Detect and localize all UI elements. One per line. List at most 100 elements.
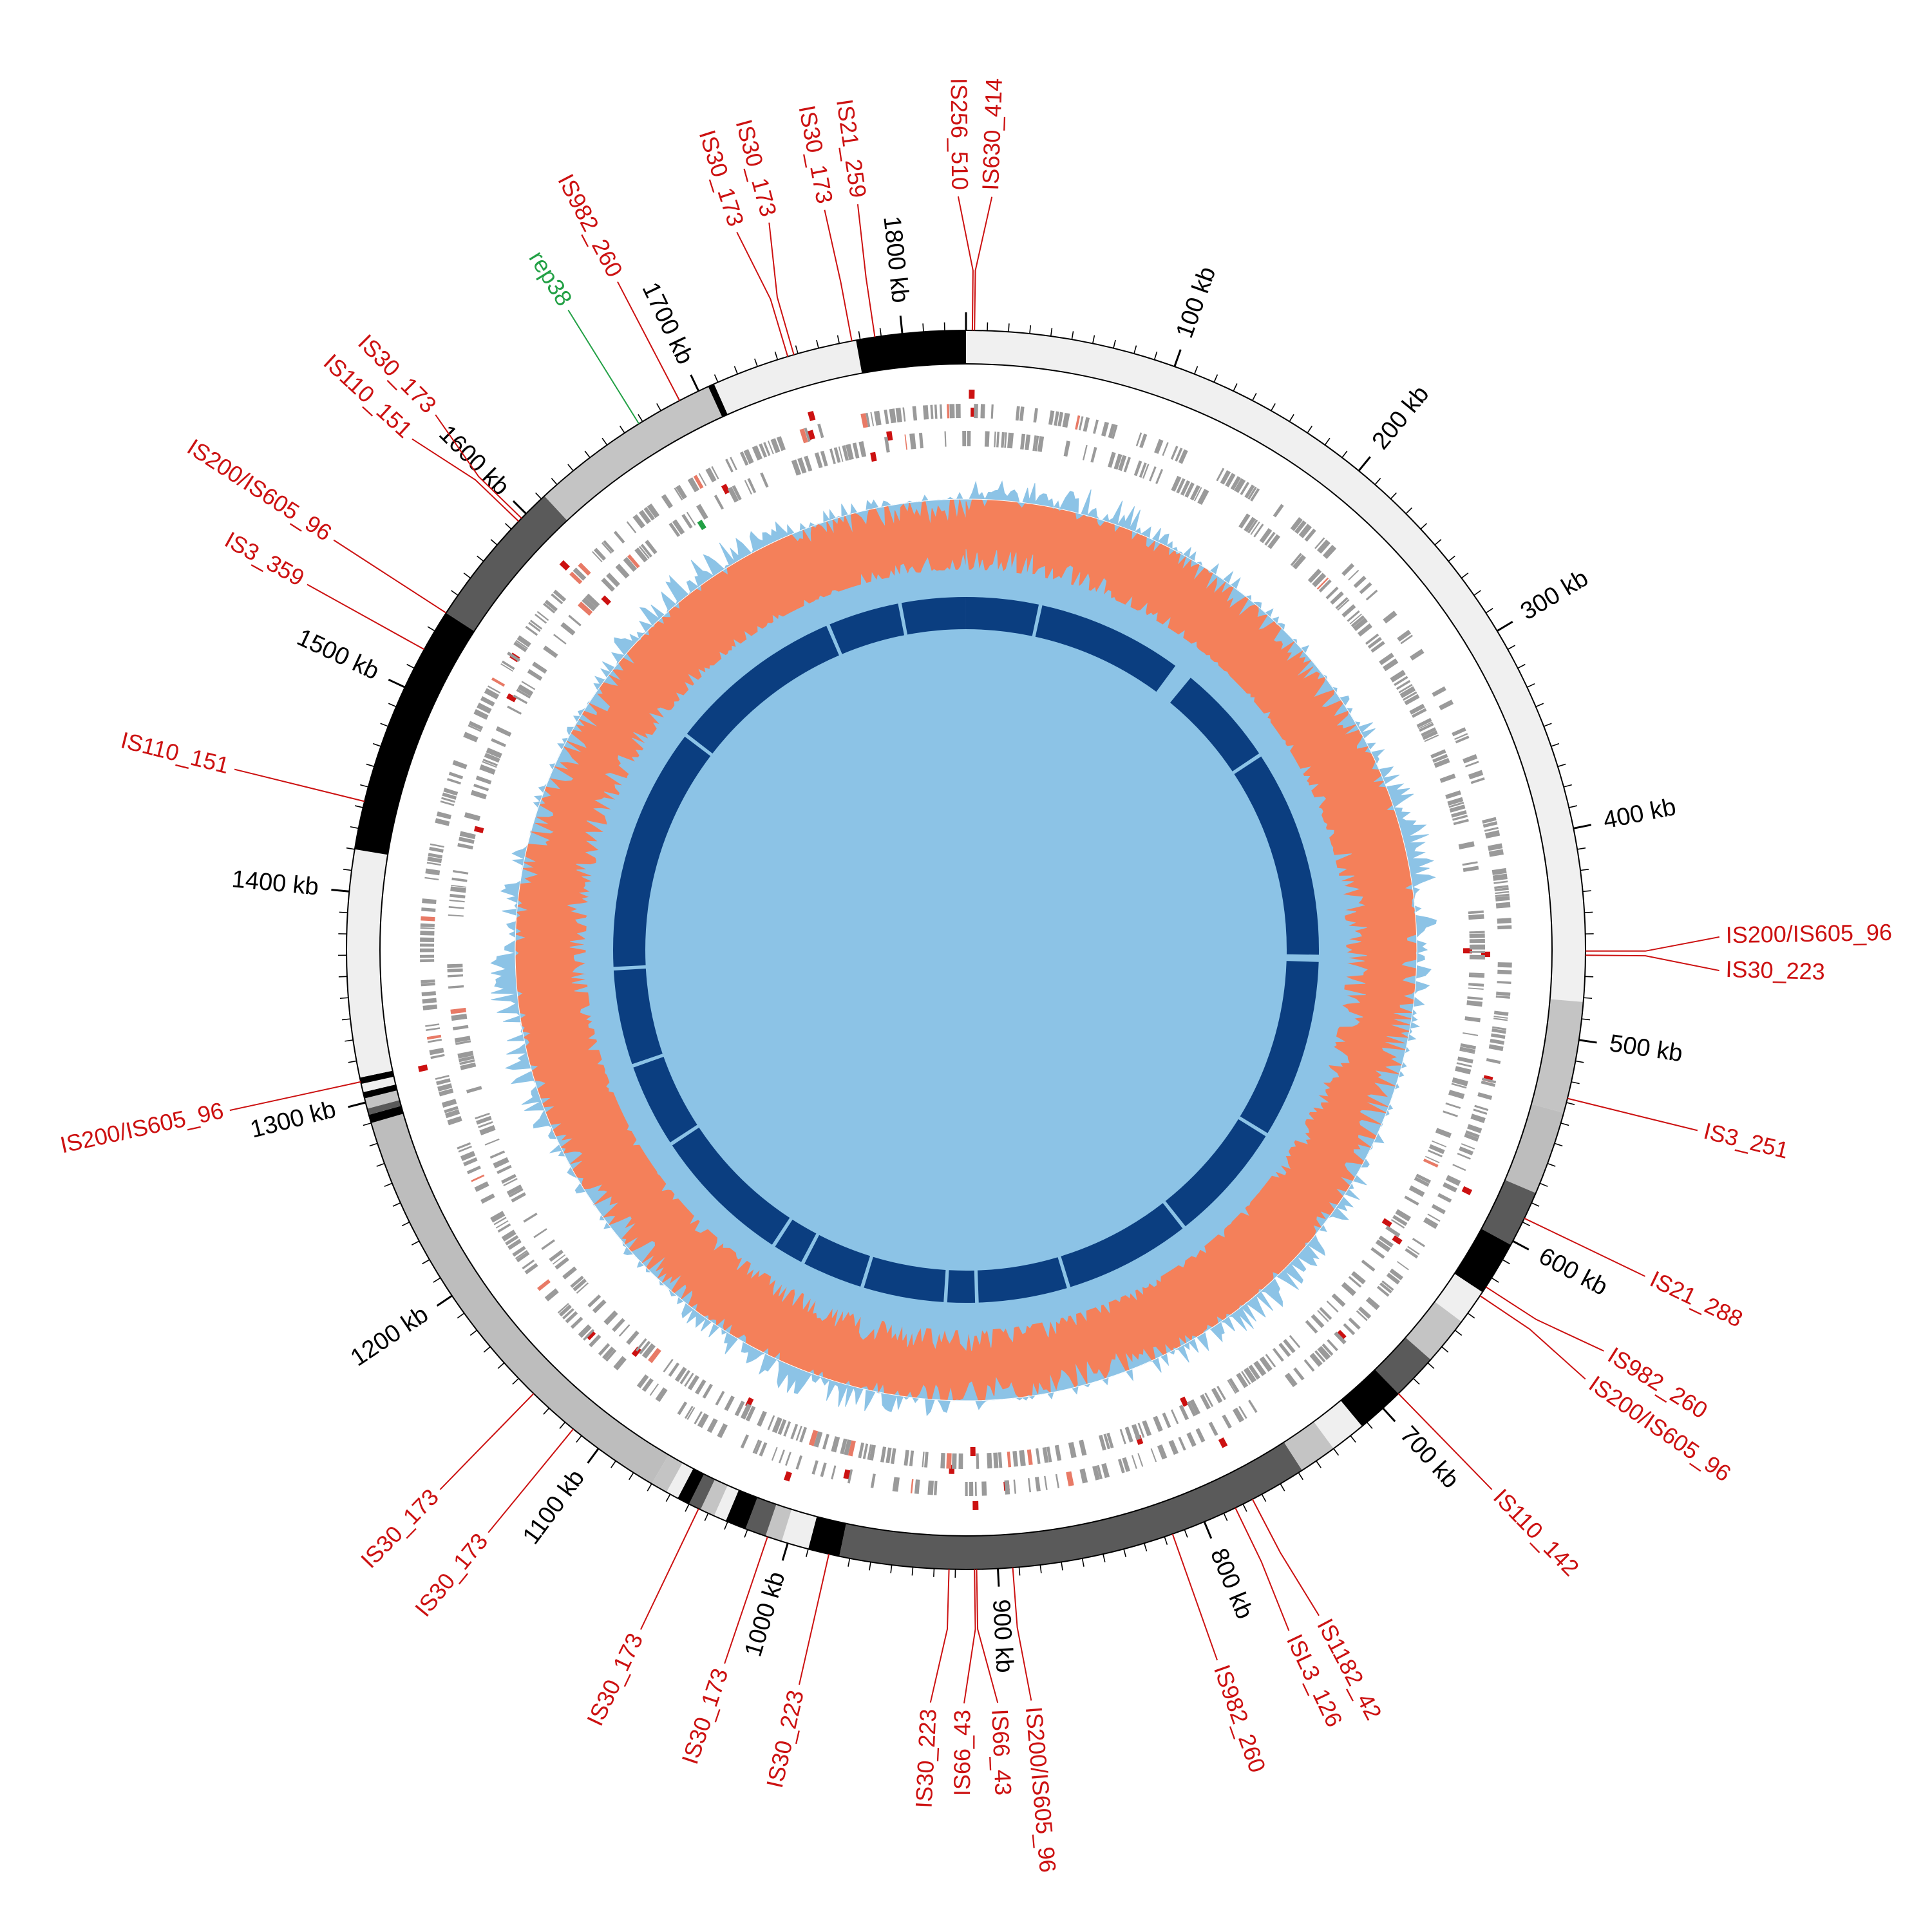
contig-segment (1504, 1104, 1564, 1193)
contig-segment (745, 1497, 777, 1537)
gene-feature (508, 1188, 524, 1198)
gene-feature (578, 1324, 592, 1338)
gene-feature (655, 1387, 668, 1402)
gene-feature (1309, 1352, 1323, 1367)
is-leader-line (857, 204, 876, 337)
gene-feature (592, 551, 603, 563)
gene-feature (1348, 1317, 1361, 1330)
gene-feature (1222, 1414, 1232, 1429)
gene-feature (866, 412, 871, 428)
gene-feature (1290, 516, 1303, 531)
minor-tick (376, 1162, 385, 1167)
is-leader-line (1171, 1533, 1218, 1661)
gene-feature (1278, 1342, 1291, 1358)
gene-feature (1325, 586, 1339, 600)
minor-tick (584, 450, 591, 459)
gene-feature (1259, 527, 1273, 544)
gene-feature (441, 797, 456, 803)
gene-feature (495, 726, 512, 737)
gene-feature (516, 1251, 530, 1263)
gene-feature (1253, 1360, 1267, 1376)
gene-feature (1341, 604, 1356, 618)
gene-feature (891, 1448, 896, 1464)
synteny-block (633, 1057, 697, 1142)
gene-feature (1484, 826, 1499, 832)
minor-tick (1584, 911, 1593, 914)
scale-label: 1000 kb (740, 1569, 791, 1660)
gene-feature (1422, 730, 1438, 741)
minor-tick (1566, 1102, 1575, 1105)
minor-tick (543, 1408, 550, 1415)
gene-feature (537, 1279, 551, 1291)
gene-feature (1389, 1268, 1404, 1281)
gene-feature (1452, 1164, 1466, 1171)
gene-feature (1311, 1314, 1325, 1329)
gene-feature (1410, 649, 1425, 661)
gene-feature (1418, 721, 1433, 730)
gene-feature (918, 432, 923, 449)
gene-feature (1412, 1238, 1425, 1247)
gene-feature (930, 404, 934, 419)
minor-tick (647, 1483, 652, 1492)
gene-feature (981, 1481, 987, 1496)
gene-feature (799, 428, 808, 444)
gene-feature (636, 1374, 649, 1388)
gene-feature (426, 862, 441, 866)
gene-feature (1463, 753, 1478, 764)
gene-feature (1496, 991, 1511, 996)
gene-feature (965, 1482, 968, 1497)
gene-feature (497, 1164, 512, 1175)
is-leader-line (1585, 954, 1719, 972)
gene-feature (1469, 954, 1485, 960)
gene-feature (1468, 770, 1484, 780)
gene-feature (562, 1266, 577, 1280)
synteny-block (864, 1256, 946, 1302)
gene-feature (1466, 1000, 1482, 1007)
gene-feature (695, 1379, 706, 1395)
major-tick (1496, 621, 1513, 632)
minor-tick (816, 339, 819, 348)
gene-feature (1359, 582, 1372, 594)
minor-tick (1507, 645, 1516, 650)
gene-feature (763, 442, 771, 457)
gene-feature (1378, 1235, 1394, 1248)
gene-feature (1434, 757, 1450, 768)
synteny-block (612, 736, 711, 967)
gene-feature (1469, 938, 1485, 943)
gene-feature (457, 1050, 474, 1059)
gene-feature (694, 1411, 703, 1425)
major-tick (512, 500, 527, 515)
contig-segment (700, 1479, 728, 1516)
gene-feature (705, 468, 717, 483)
gene-feature (1135, 432, 1142, 447)
gene-feature (811, 1460, 819, 1475)
gene-feature (998, 1452, 1003, 1468)
gene-feature (560, 622, 576, 636)
minor-tick (754, 358, 758, 367)
minor-tick (1280, 1483, 1285, 1492)
major-tick (781, 1542, 789, 1561)
gene-feature (974, 1481, 977, 1496)
gene-feature (668, 522, 681, 537)
gene-feature (648, 1347, 661, 1363)
minor-tick (433, 1277, 441, 1283)
gene-feature (641, 1378, 654, 1392)
gene-feature (1250, 488, 1260, 502)
gene-feature (1376, 1285, 1390, 1297)
gene-feature (1490, 1038, 1505, 1045)
contig-segment (1405, 1302, 1462, 1360)
gene-feature (1423, 1217, 1439, 1229)
gene-feature (873, 410, 882, 426)
gene-feature (1454, 733, 1468, 741)
minor-tick (1441, 1346, 1449, 1353)
gene-feature (1244, 1367, 1256, 1383)
gene-feature (1474, 1104, 1489, 1112)
gene-feature (484, 752, 500, 763)
gene-feature (1241, 1370, 1251, 1385)
minor-tick (1350, 1435, 1356, 1443)
gene-feature (459, 1059, 475, 1065)
gene-feature (450, 886, 466, 893)
gene-feature (1416, 717, 1432, 728)
gene-feature (1289, 1335, 1301, 1349)
gene-feature (523, 1212, 538, 1223)
